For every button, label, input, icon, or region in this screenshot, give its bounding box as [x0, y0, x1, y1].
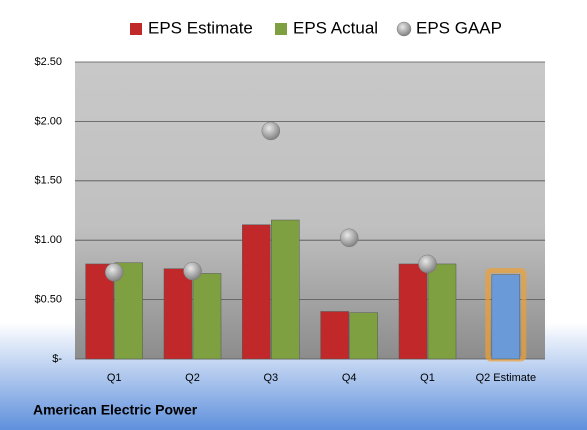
x-tick-label: Q1	[420, 372, 435, 384]
caption: American Electric Power	[33, 402, 198, 418]
bar	[320, 311, 349, 360]
bar	[242, 224, 271, 360]
bar	[349, 312, 378, 360]
bar	[398, 263, 428, 360]
x-tick-label: Q2 Estimate	[476, 372, 537, 384]
gaap-marker	[183, 261, 202, 281]
legend-marker	[396, 21, 412, 37]
bar	[163, 268, 193, 360]
legend-marker	[130, 23, 142, 35]
bar	[427, 263, 457, 360]
x-tick-label: Q3	[263, 372, 278, 384]
gaap-marker	[261, 121, 281, 141]
gaap-marker	[339, 228, 359, 248]
y-tick-label: $2.50	[34, 56, 62, 68]
x-tick-label: Q1	[107, 372, 122, 384]
plot-area	[75, 62, 545, 359]
y-tick-label: $-	[52, 353, 62, 365]
y-tick-label: $1.00	[34, 234, 62, 246]
gaap-marker	[418, 254, 437, 274]
bar	[192, 273, 222, 360]
legend-label: EPS GAAP	[416, 18, 502, 37]
legend-label: EPS Actual	[293, 18, 378, 37]
gaap-marker	[104, 263, 124, 282]
legend-label: EPS Estimate	[148, 18, 253, 37]
x-tick-label: Q2	[185, 372, 200, 384]
x-tick-label: Q4	[342, 372, 357, 384]
y-tick-label: $2.00	[34, 115, 62, 127]
bar	[491, 274, 521, 360]
bar	[271, 219, 300, 360]
y-tick-label: $1.50	[34, 175, 62, 187]
y-tick-label: $0.50	[34, 294, 62, 306]
legend-marker	[275, 23, 287, 35]
